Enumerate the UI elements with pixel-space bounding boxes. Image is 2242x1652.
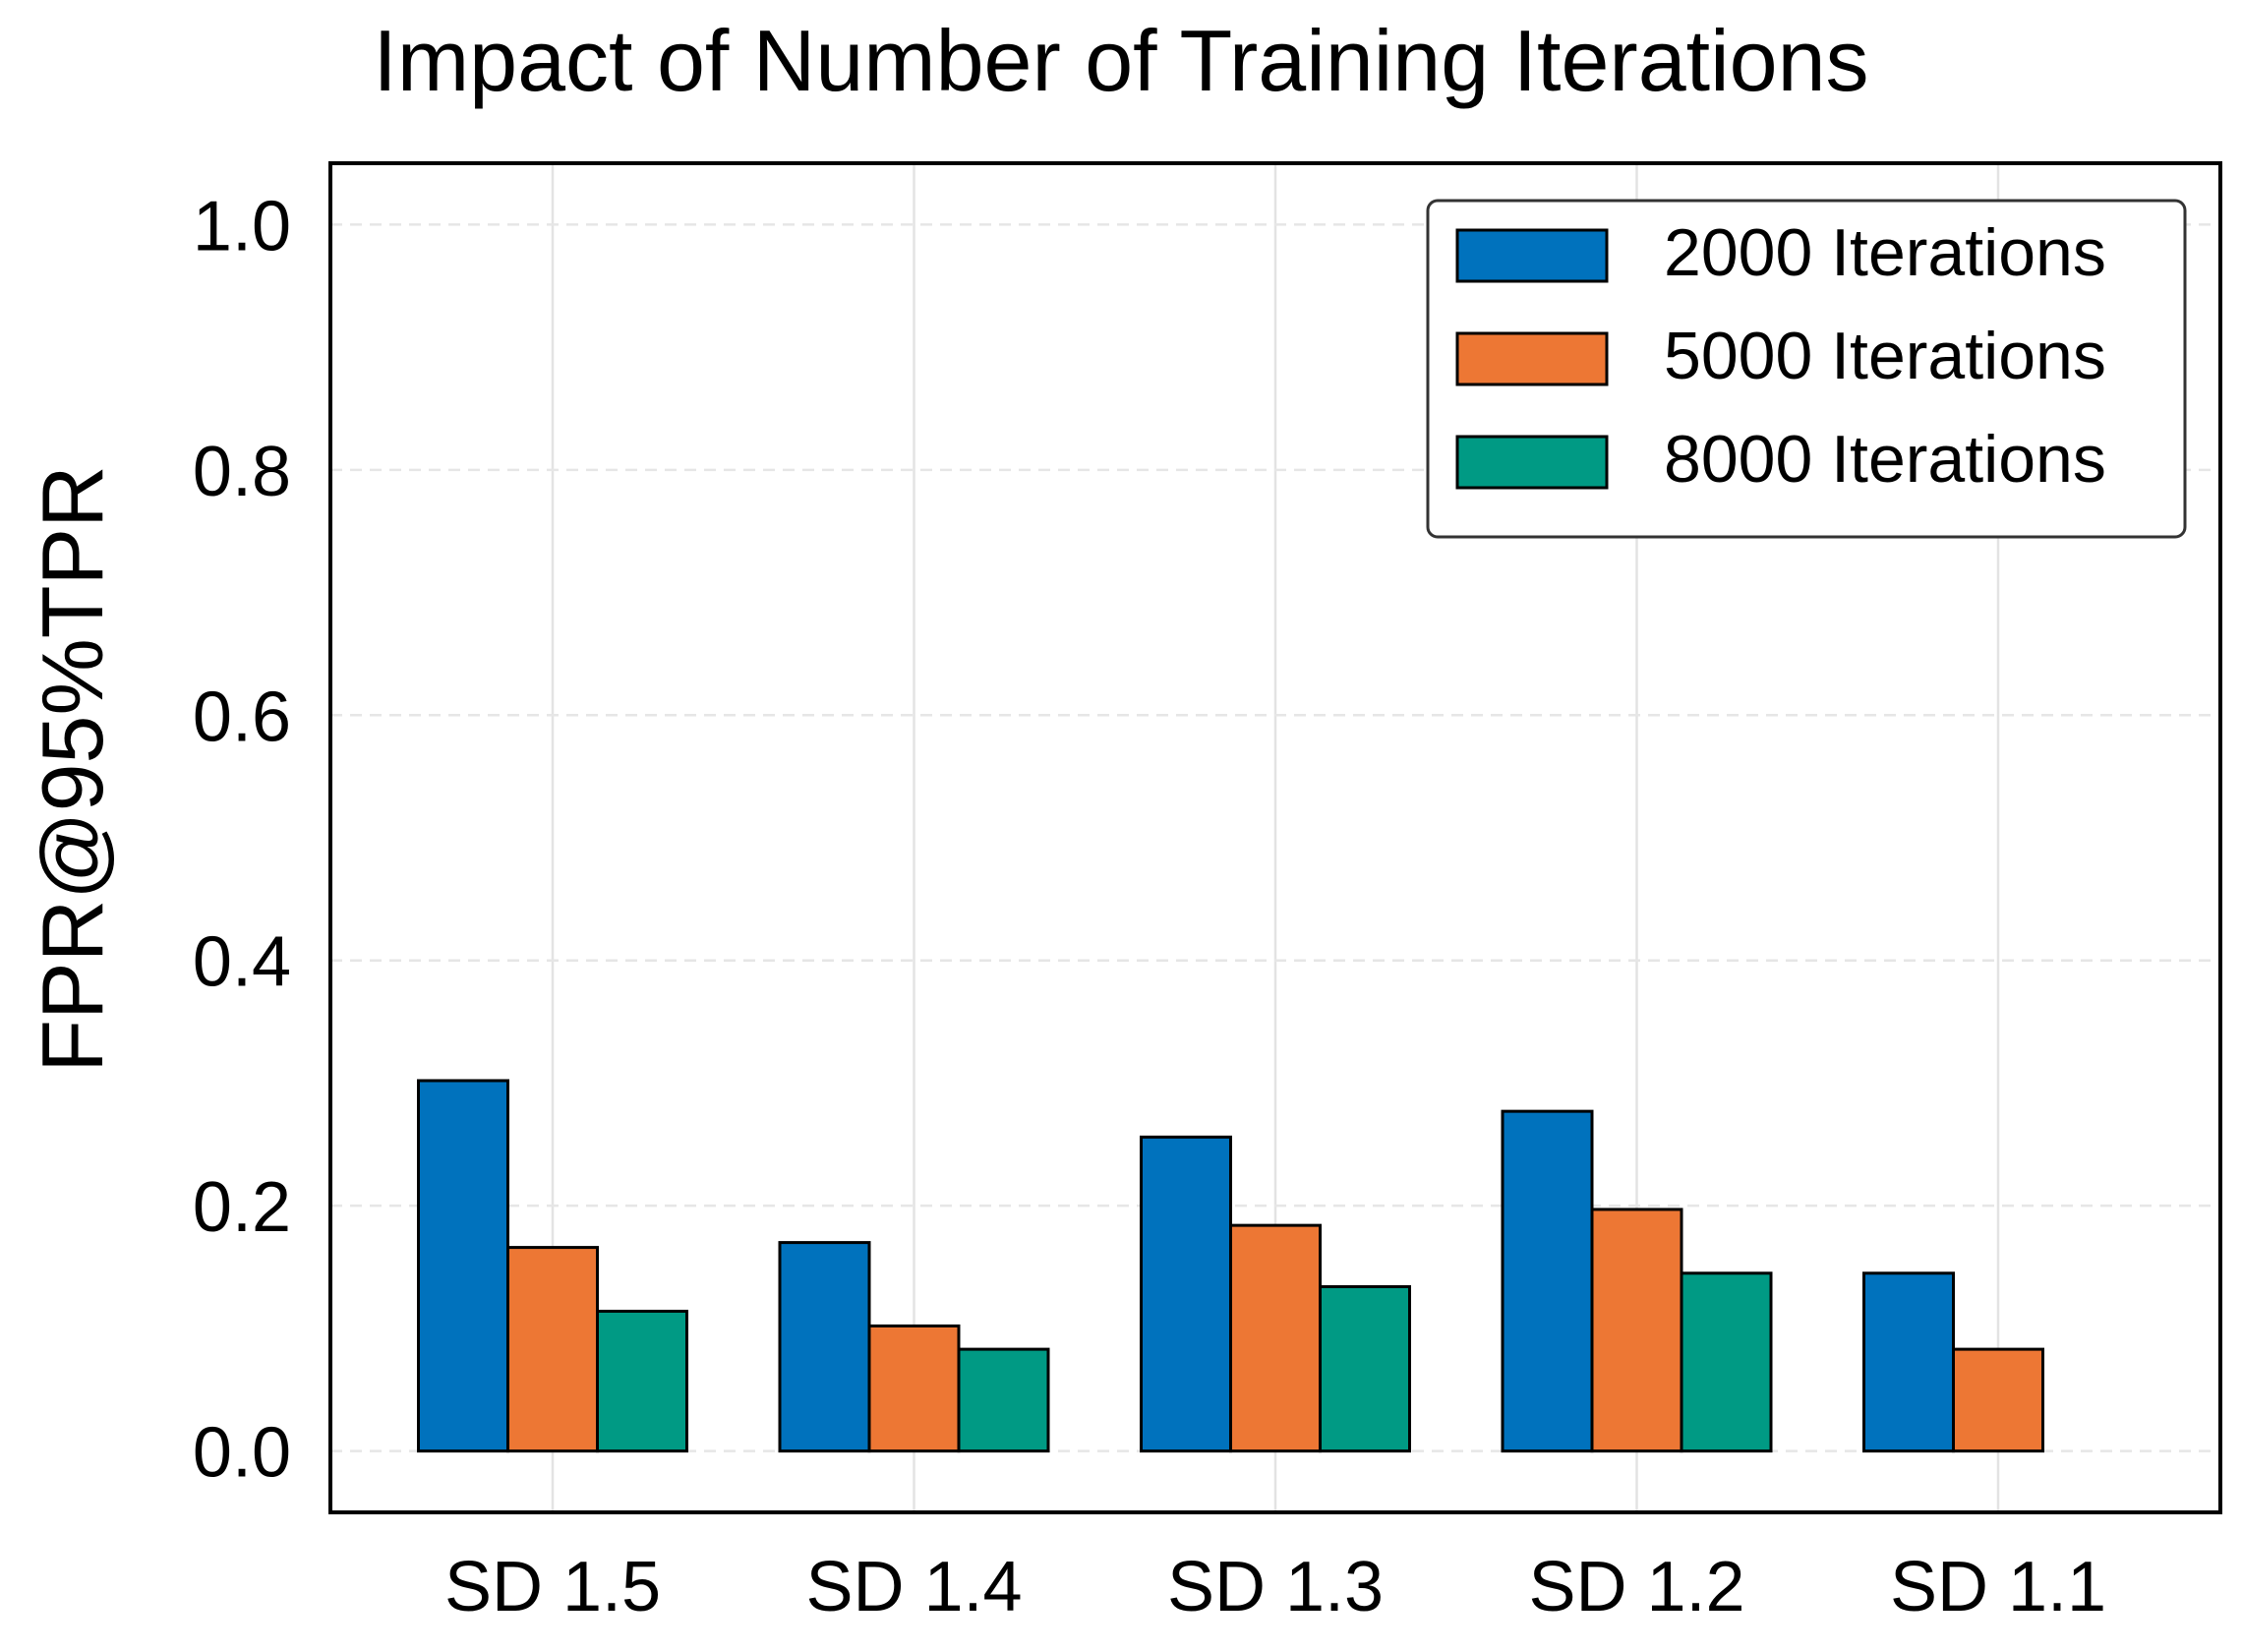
bar [778,1241,871,1453]
y-tick-label: 0.0 [193,1414,291,1493]
bar [957,1347,1050,1453]
y-tick-label: 0.2 [193,1168,291,1247]
legend-label: 5000 Iterations [1664,319,2106,393]
bar [1229,1223,1322,1453]
x-tick-label: SD 1.4 [805,1548,1022,1626]
bar [1862,1271,1955,1453]
legend-swatch [1455,331,1609,386]
x-tick-label: SD 1.5 [444,1548,661,1626]
legend-swatch [1455,228,1609,283]
bar [1319,1285,1411,1453]
bar [867,1324,961,1453]
y-tick-label: 0.4 [193,923,291,1002]
y-tick-label: 0.8 [193,433,291,511]
y-tick-label: 1.0 [193,187,291,266]
legend-label: 2000 Iterations [1664,215,2106,290]
bar [1590,1208,1683,1453]
legend-box [1426,199,2187,539]
bar [417,1079,509,1453]
chart-title: Impact of Number of Training Iterations [373,12,1869,109]
bar [506,1246,599,1453]
y-axis-label: FPR@95%TPR [24,465,121,1072]
x-tick-label: SD 1.1 [1890,1548,2106,1626]
bar [1952,1347,2044,1453]
bar [596,1309,688,1453]
y-tick-label: 0.6 [193,678,291,756]
bar [1501,1109,1594,1453]
x-tick-label: SD 1.2 [1528,1548,1744,1626]
legend-swatch [1455,435,1609,490]
bar [1680,1271,1773,1453]
x-tick-label: SD 1.3 [1167,1548,1384,1626]
plot-frame [328,161,2222,1514]
bar [1140,1135,1232,1453]
legend-label: 8000 Iterations [1664,422,2106,497]
